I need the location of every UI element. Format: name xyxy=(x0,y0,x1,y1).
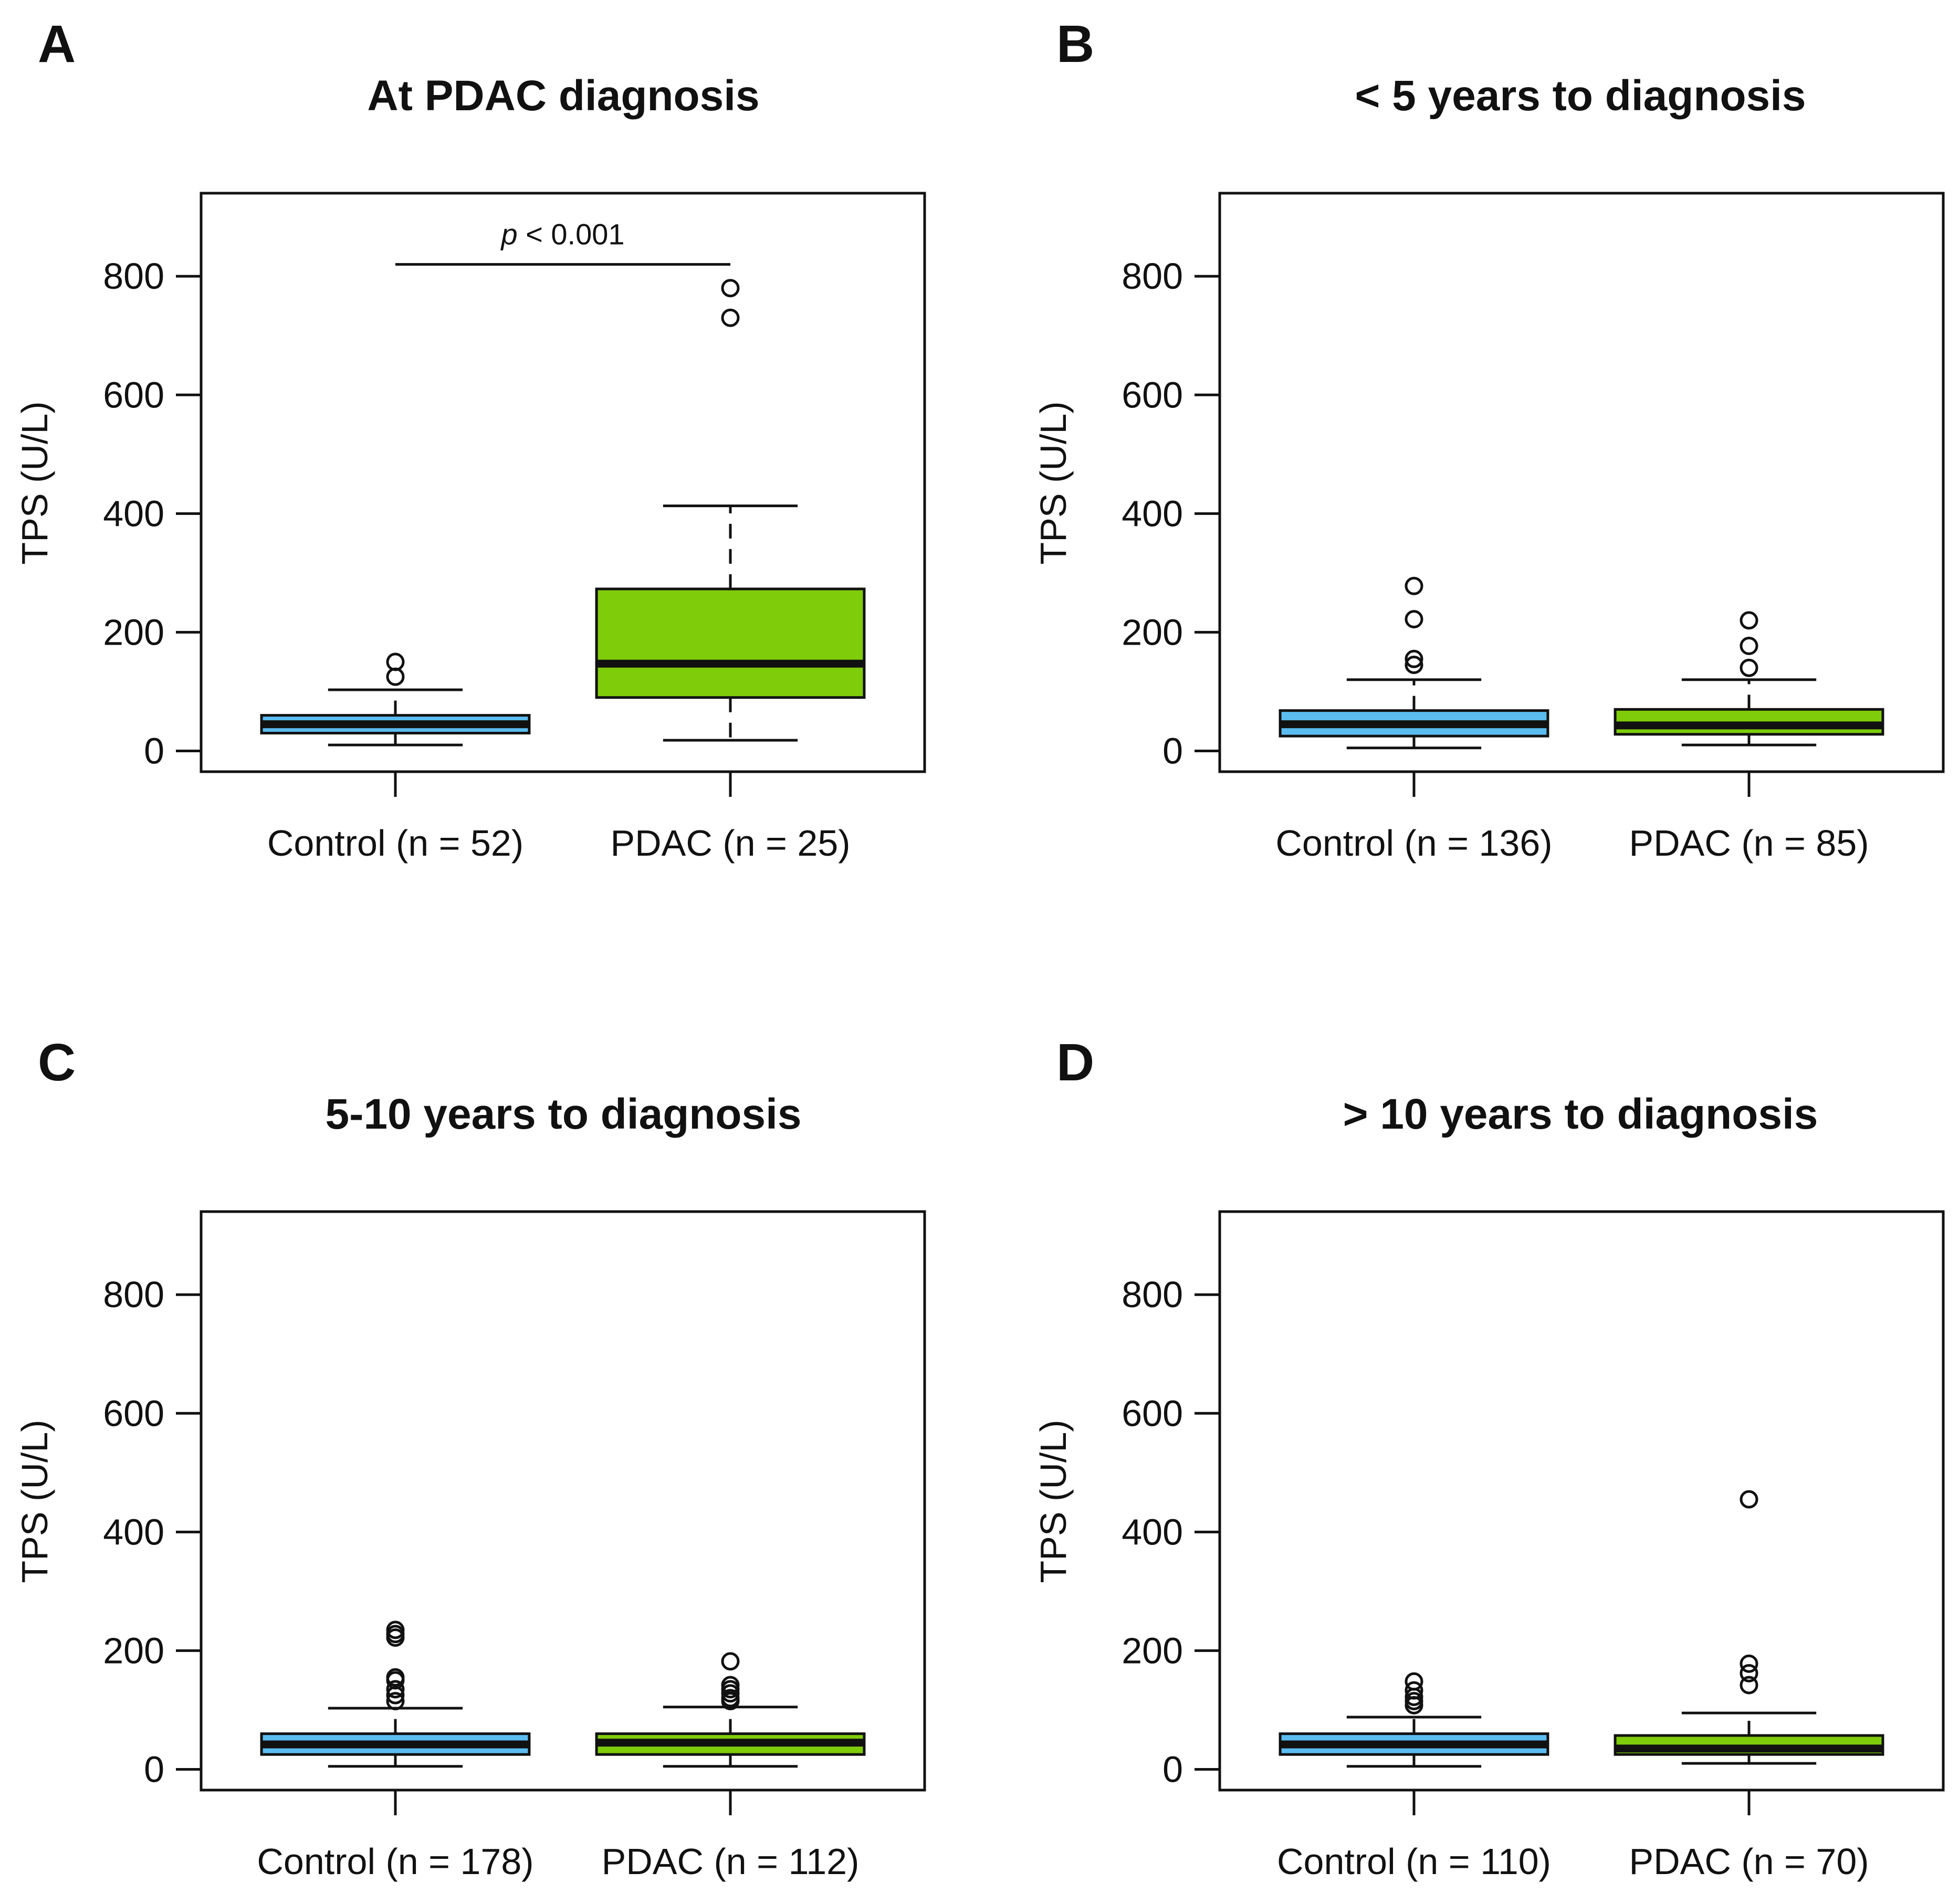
plot-frame xyxy=(200,192,926,773)
x-axis: Control (n = 178) PDAC (n = 112) xyxy=(257,1790,859,1882)
y-axis: 0 200 400 600 800 xyxy=(1122,256,1220,771)
plot-frame xyxy=(200,1210,926,1792)
box-control xyxy=(1279,576,1549,750)
y-tick-label: 600 xyxy=(103,374,164,415)
category-label: Control (n = 136) xyxy=(1275,823,1552,864)
y-axis-label: TPS (U/L) xyxy=(14,401,55,564)
box-pdac xyxy=(1614,1490,1884,1765)
x-axis: Control (n = 136) PDAC (n = 85) xyxy=(1275,772,1869,864)
outlier-point xyxy=(1405,656,1423,675)
y-axis: 0 200 400 600 800 xyxy=(1122,1274,1220,1790)
box-series xyxy=(260,279,866,746)
y-axis: 0 200 400 600 800 xyxy=(103,1274,201,1790)
y-tick-label: 0 xyxy=(144,730,164,771)
outlier-point xyxy=(721,1689,740,1708)
box-series xyxy=(1279,1490,1884,1768)
x-axis: Control (n = 52) PDAC (n = 25) xyxy=(267,772,851,864)
plot-frame xyxy=(1218,1210,1945,1792)
p-value-label: p < 0.001 xyxy=(500,218,624,251)
box-control xyxy=(1279,1672,1549,1768)
outlier-point xyxy=(1740,1664,1758,1682)
panel-letter: C xyxy=(38,1033,76,1092)
outlier-point xyxy=(1740,1676,1758,1695)
y-tick-label: 800 xyxy=(1122,256,1183,297)
x-axis: Control (n = 110) PDAC (n = 70) xyxy=(1277,1790,1869,1882)
panel-title: At PDAC diagnosis xyxy=(367,72,759,120)
y-axis-label: TPS (U/L) xyxy=(14,1419,55,1583)
y-tick-label: 200 xyxy=(103,612,164,653)
panel-a: A At PDAC diagnosis TPS (U/L) 0 200 400 600… xyxy=(14,15,926,864)
y-tick-label: 800 xyxy=(103,1274,164,1315)
outlier-point xyxy=(721,1652,740,1671)
box-series xyxy=(1279,576,1884,750)
box-control xyxy=(260,653,531,746)
y-tick-label: 800 xyxy=(1122,1274,1183,1315)
y-tick-label: 200 xyxy=(1122,612,1183,653)
box-iqr xyxy=(595,587,866,699)
y-tick-label: 600 xyxy=(1122,374,1183,415)
y-tick-label: 400 xyxy=(103,1511,164,1552)
outlier-point xyxy=(386,1668,405,1687)
category-label: PDAC (n = 70) xyxy=(1629,1841,1869,1882)
box-control xyxy=(260,1621,531,1768)
category-label: Control (n = 110) xyxy=(1277,1841,1551,1882)
y-tick-label: 0 xyxy=(1162,1749,1183,1790)
panel-letter: A xyxy=(38,15,76,73)
y-tick-label: 400 xyxy=(1122,493,1183,534)
y-axis: 0 200 400 600 800 xyxy=(103,256,201,771)
category-label: Control (n = 178) xyxy=(257,1841,533,1882)
category-label: Control (n = 52) xyxy=(267,823,523,864)
category-label: PDAC (n = 25) xyxy=(610,823,850,864)
outlier-point xyxy=(1405,576,1423,595)
y-tick-label: 200 xyxy=(103,1630,164,1671)
significance-annotation: p < 0.001 xyxy=(395,218,731,266)
category-label: PDAC (n = 85) xyxy=(1629,823,1869,864)
panel-title: > 10 years to diagnosis xyxy=(1343,1090,1818,1138)
outlier-point xyxy=(386,1691,405,1710)
plot-frame xyxy=(1218,192,1945,773)
panel-letter: B xyxy=(1056,15,1094,73)
outlier-point xyxy=(1740,658,1758,677)
outlier-point xyxy=(721,1676,740,1695)
outlier-point xyxy=(386,1680,405,1699)
outlier-point xyxy=(386,653,405,671)
outlier-point xyxy=(1405,1672,1423,1691)
outlier-point xyxy=(1405,1681,1423,1700)
y-tick-label: 0 xyxy=(144,1749,164,1790)
panel-title: < 5 years to diagnosis xyxy=(1355,72,1806,120)
y-axis-label: TPS (U/L) xyxy=(1033,1419,1074,1583)
panel-c: C 5-10 years to diagnosis TPS (U/L) 0 200… xyxy=(14,1033,926,1882)
outlier-point xyxy=(721,279,740,298)
y-tick-label: 600 xyxy=(103,1393,164,1434)
outlier-point xyxy=(1405,649,1423,668)
panel-letter: D xyxy=(1056,1033,1094,1092)
panel-b: B < 5 years to diagnosis TPS (U/L) 0 200 4… xyxy=(1033,15,1945,864)
outlier-point xyxy=(1740,636,1758,655)
y-tick-label: 800 xyxy=(103,256,164,297)
outlier-point xyxy=(1405,610,1423,629)
outlier-point xyxy=(386,1621,405,1639)
p-value-text: < 0.001 xyxy=(518,218,625,251)
outlier-point xyxy=(721,308,740,327)
y-tick-label: 400 xyxy=(103,493,164,534)
panel-d: D > 10 years to diagnosis TPS (U/L) 0 200… xyxy=(1033,1033,1945,1882)
box-pdac xyxy=(595,1652,866,1768)
outlier-point xyxy=(1740,1490,1758,1509)
y-axis-label: TPS (U/L) xyxy=(1033,401,1074,564)
p-symbol: p xyxy=(500,218,517,251)
y-tick-label: 600 xyxy=(1122,1393,1183,1434)
y-tick-label: 0 xyxy=(1162,730,1183,771)
y-tick-label: 400 xyxy=(1122,1511,1183,1552)
outlier-point xyxy=(1740,1654,1758,1673)
outlier-point xyxy=(1740,611,1758,630)
box-series xyxy=(260,1621,866,1768)
box-pdac xyxy=(595,279,866,742)
panel-title: 5-10 years to diagnosis xyxy=(326,1090,802,1138)
outlier-point xyxy=(386,667,405,686)
box-pdac xyxy=(1614,611,1884,746)
category-label: PDAC (n = 112) xyxy=(602,1841,860,1882)
y-tick-label: 200 xyxy=(1122,1630,1183,1671)
